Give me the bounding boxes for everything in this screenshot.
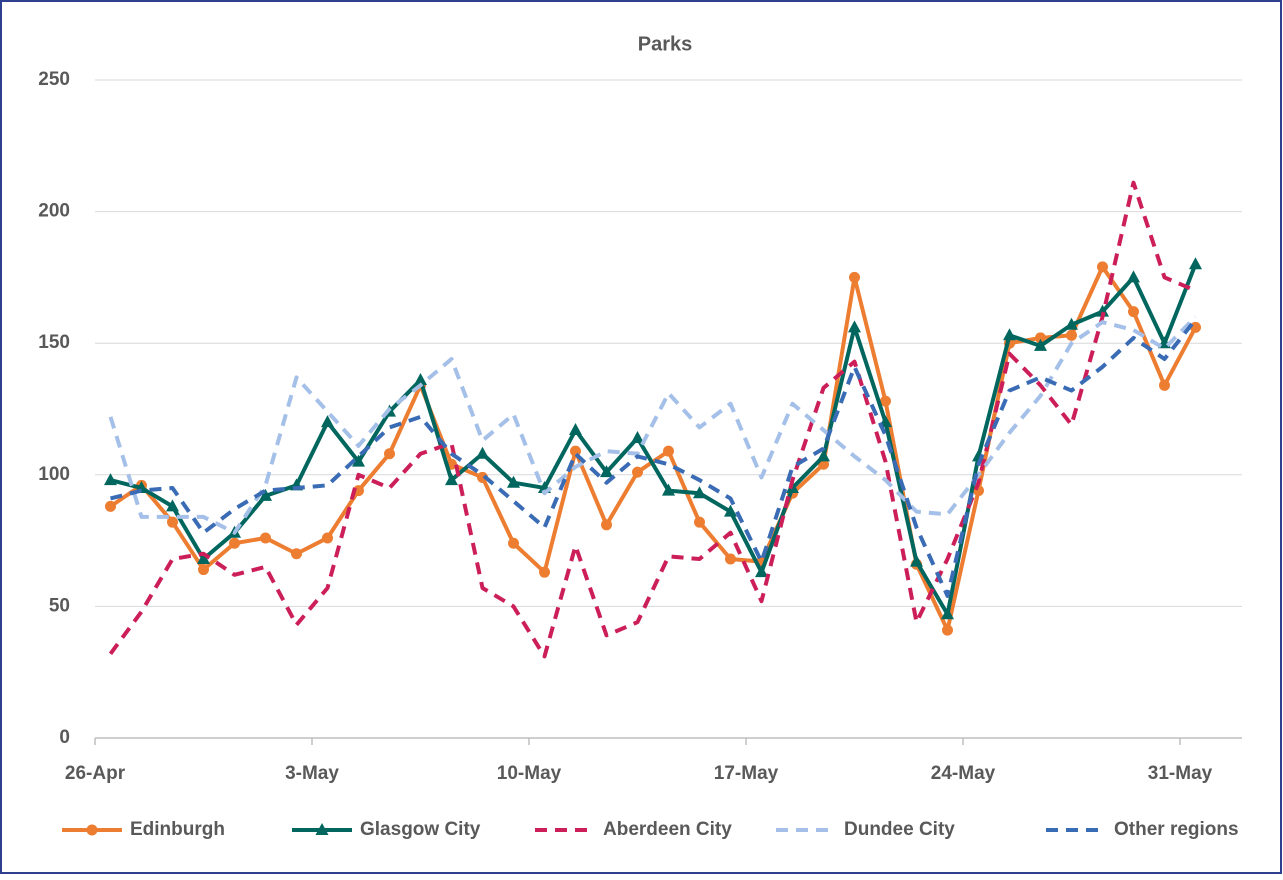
data-point [384,448,395,460]
data-point [663,445,674,457]
data-point [166,499,179,512]
legend-marker [86,824,98,836]
data-point [1097,261,1108,273]
data-point [1189,257,1202,270]
legend-label: Aberdeen City [603,819,732,840]
data-point [198,564,209,576]
data-point [476,446,489,459]
data-point [1035,332,1046,344]
data-point [941,607,954,620]
data-point [353,485,364,497]
chart-title: Parks [638,33,693,55]
y-tick-label: 0 [59,727,70,748]
data-point [508,537,519,549]
data-point [725,553,736,565]
data-point [1127,270,1140,283]
data-point [507,475,520,488]
y-tick-label: 200 [38,201,70,222]
data-point [1128,306,1139,318]
series-line [110,263,1198,617]
data-point [352,454,365,467]
series-line [108,180,1197,659]
series-line [110,318,1198,598]
data-point [848,320,861,333]
legend-label: Glasgow City [360,819,481,840]
data-point [601,519,612,531]
data-point [1003,328,1016,341]
data-point [1034,338,1047,351]
x-tick-label: 10-May [497,763,562,784]
data-point [322,532,333,544]
data-point [632,466,643,478]
x-tick-label: 17-May [714,763,779,784]
x-tick-label: 26-Apr [65,763,126,784]
data-point [291,548,302,560]
y-tick-label: 50 [49,595,70,616]
data-point [569,423,582,436]
data-point [414,373,427,386]
data-point [167,516,178,528]
legend-label: Edinburgh [130,819,225,840]
data-point [600,465,613,478]
data-point [631,430,644,443]
data-point [942,624,953,636]
data-point [724,504,737,517]
data-point [259,488,272,501]
data-point [1159,379,1170,391]
data-point [880,395,891,407]
data-point [849,271,860,283]
data-point [817,449,830,462]
legend-label: Other regions [1114,819,1239,840]
x-tick-label: 24-May [931,763,996,784]
data-point [1096,304,1109,317]
data-point [321,415,334,428]
data-point [539,566,550,578]
data-point [662,483,675,496]
data-point [105,500,116,512]
data-point [755,565,768,578]
y-tick-label: 100 [38,464,70,485]
data-point [197,552,210,565]
series-line [108,315,1197,535]
data-point [104,473,117,486]
data-point [693,486,706,499]
legend-label: Dundee City [844,819,955,840]
legend-marker [315,823,329,835]
data-point [1066,329,1077,341]
data-point [910,554,923,567]
x-tick-label: 31-May [1148,763,1213,784]
data-point [445,473,458,486]
data-point [260,532,271,544]
y-tick-label: 150 [38,332,70,353]
y-tick-label: 250 [38,69,70,90]
data-point [694,516,705,528]
data-point [1065,317,1078,330]
data-point [229,537,240,549]
x-tick-label: 3-May [285,763,339,784]
